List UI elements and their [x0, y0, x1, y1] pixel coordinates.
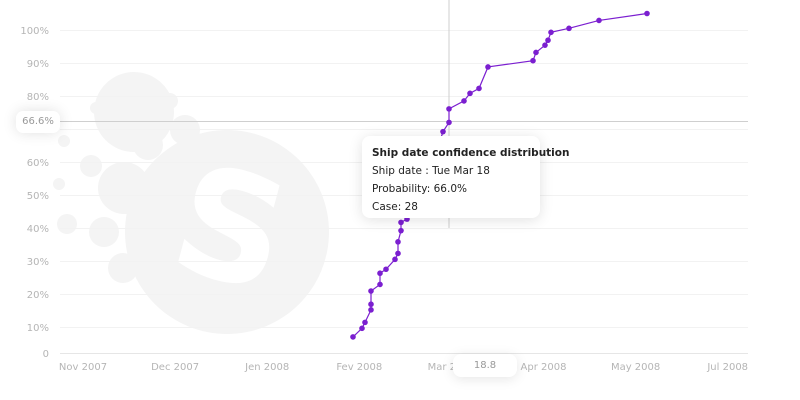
data-point[interactable] — [395, 250, 401, 257]
x-tick-label: Nov 2007 — [59, 362, 107, 373]
data-point[interactable] — [440, 128, 446, 135]
data-point[interactable] — [446, 119, 452, 126]
data-point[interactable] — [362, 319, 368, 326]
tooltip-ship-date: Ship date : Tue Mar 18 — [372, 165, 490, 177]
y-tick-label: 0 — [43, 349, 49, 360]
x-tick-label: Mar 2008 — [428, 362, 476, 373]
data-point[interactable] — [368, 307, 374, 313]
data-point[interactable] — [350, 334, 356, 340]
y-tick-label: 90% — [27, 59, 49, 70]
y-tick-label: 30% — [27, 257, 49, 268]
y-tick-label: 80% — [27, 92, 49, 103]
data-point[interactable] — [368, 288, 374, 294]
y-tick-label: 50% — [27, 191, 49, 202]
data-point[interactable] — [383, 266, 389, 273]
y-tick-label: 40% — [27, 224, 49, 235]
data-point[interactable] — [368, 301, 374, 308]
data-point[interactable] — [530, 57, 536, 64]
x-tick-label: May 2008 — [611, 362, 660, 373]
data-point[interactable] — [377, 270, 383, 277]
data-point[interactable] — [476, 85, 482, 92]
data-point[interactable] — [359, 325, 365, 332]
y-tick-label: 100% — [20, 26, 49, 37]
data-point[interactable] — [548, 29, 554, 36]
x-tick-label: Fev 2008 — [336, 362, 382, 373]
x-tick-label: Jul 2008 — [706, 362, 748, 373]
data-point[interactable] — [377, 281, 383, 288]
tooltip-probability: Probability: 66.0% — [372, 183, 467, 195]
watermark-logo: S — [53, 72, 329, 334]
data-point[interactable] — [395, 239, 401, 245]
tooltip-title: Ship date confidence distribution — [372, 147, 570, 159]
data-point[interactable] — [542, 42, 548, 48]
data-point[interactable] — [461, 98, 467, 104]
crosshair-x-label: 18.8 — [453, 354, 517, 377]
y-tick-label: 60% — [27, 158, 49, 169]
x-tick-label: Dec 2007 — [151, 362, 199, 373]
data-point[interactable] — [596, 17, 602, 24]
data-point[interactable] — [566, 25, 572, 32]
data-point[interactable] — [545, 37, 551, 44]
y-tick-label: 10% — [27, 323, 49, 334]
data-point[interactable] — [446, 106, 452, 112]
data-point[interactable] — [485, 64, 491, 70]
tooltip: Ship date confidence distribution Ship d… — [362, 136, 570, 218]
data-point[interactable] — [467, 90, 473, 97]
x-tick-label: Apr 2008 — [521, 362, 567, 373]
data-point[interactable] — [398, 227, 404, 234]
crosshair-y-label: 66.6% — [16, 111, 60, 133]
data-point[interactable] — [533, 49, 539, 56]
data-point[interactable] — [644, 10, 650, 17]
data-point[interactable] — [398, 219, 404, 226]
tooltip-case: Case: 28 — [372, 201, 418, 213]
x-tick-label: Jen 2008 — [244, 362, 289, 373]
data-point[interactable] — [392, 256, 398, 263]
y-tick-label: 20% — [27, 290, 49, 301]
